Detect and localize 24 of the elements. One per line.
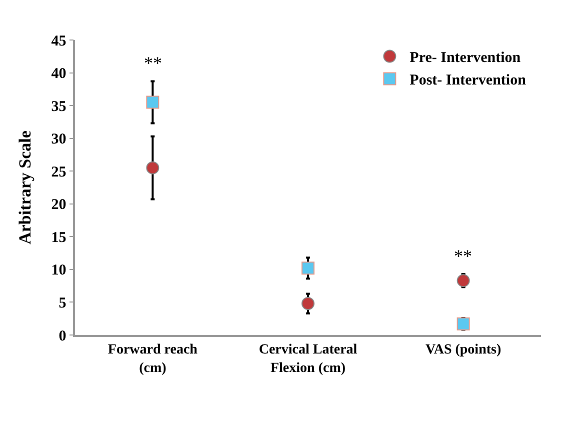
point — [456, 274, 470, 288]
legend-label: Pre- Intervention — [410, 50, 522, 66]
y-tick-label: 5 — [58, 295, 66, 312]
y-tick-label: 15 — [51, 230, 66, 246]
point — [302, 297, 314, 310]
point — [302, 262, 314, 275]
point — [146, 96, 160, 109]
y-tick-label: 40 — [51, 66, 66, 82]
y-tick-label: 45 — [51, 33, 66, 50]
y-axis-title: Arbitrary Scale — [16, 130, 34, 244]
annotation: ** — [144, 53, 162, 73]
y-tick-label: 0 — [58, 328, 66, 344]
point — [146, 161, 160, 174]
y-tick-label: 30 — [51, 132, 66, 148]
x-tick-label: Cervical Lateral Flexion (cm) — [258, 342, 358, 376]
y-tick-label: 25 — [51, 164, 66, 180]
y-tick-label: 10 — [51, 262, 66, 279]
x-tick-label: VAS (points) — [426, 342, 502, 358]
annotation: ** — [454, 246, 472, 266]
y-tick-label: 20 — [51, 197, 66, 214]
point — [456, 317, 470, 330]
legend-label: Post- Intervention — [410, 72, 527, 89]
y-tick-label: 35 — [51, 98, 66, 115]
x-tick-label: Forward reach (cm) — [108, 342, 198, 376]
